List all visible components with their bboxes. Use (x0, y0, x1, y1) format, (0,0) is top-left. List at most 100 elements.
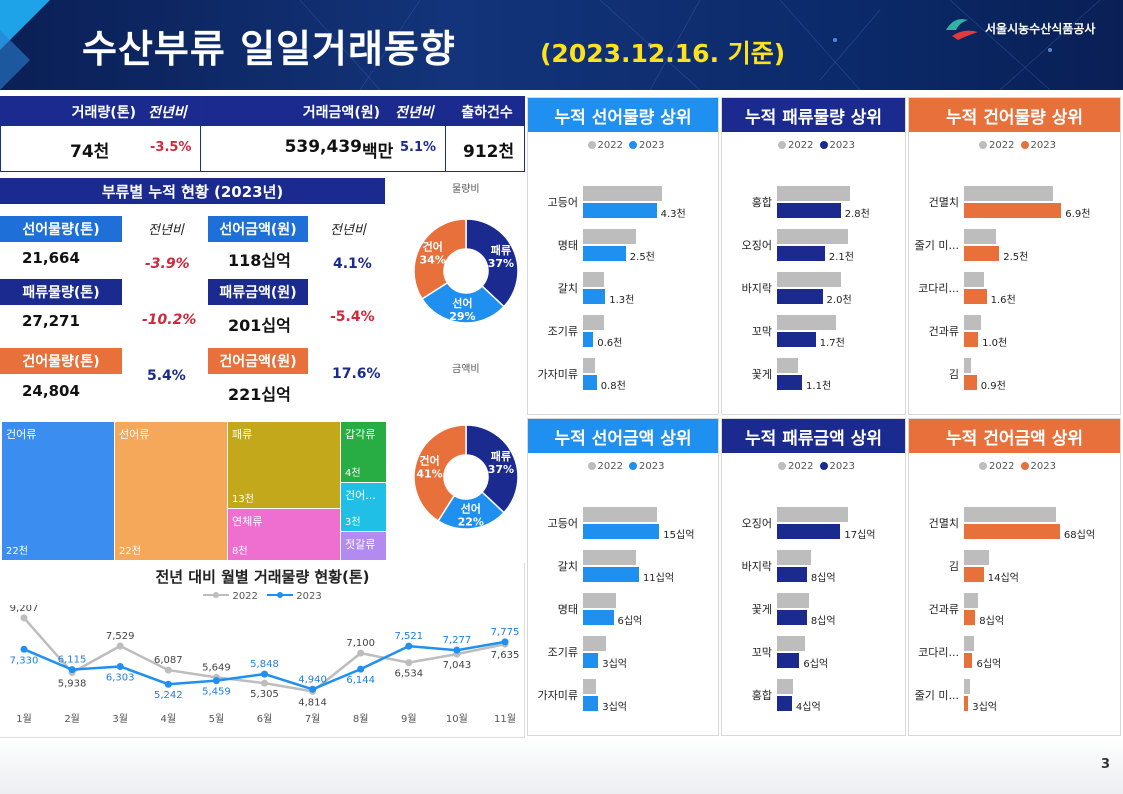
bar-panel-legend: 2022 2023 (909, 140, 1120, 151)
bar-2023 (583, 246, 626, 261)
bar-value-label: 1.1천 (806, 381, 832, 392)
x-tick-label: 7월 (305, 713, 321, 725)
bar-2023 (583, 653, 599, 668)
donut-slice-label: 건어 (423, 240, 443, 254)
data-point (68, 666, 76, 674)
bar-value-label: 1.6천 (990, 295, 1016, 306)
donut-slice (413, 218, 467, 300)
bar-2023 (964, 203, 1062, 218)
bar-2023 (964, 246, 1000, 261)
data-label: 7,775 (491, 627, 520, 638)
kpi-amount-value: 539,439 (284, 137, 362, 157)
data-label: 5,848 (250, 659, 279, 670)
data-label: 6,303 (106, 672, 135, 683)
bar-2023 (964, 375, 977, 390)
bar-2023 (777, 567, 807, 582)
bar-category-label: 코다리... (918, 282, 959, 295)
donut-slice-label: 선어 (461, 502, 481, 516)
data-point (309, 685, 317, 693)
org-name: 서울시농수산식품공사 (985, 22, 1096, 36)
kpi-amount-unit: 백만 (362, 142, 394, 162)
bar-value-label: 2.5천 (1003, 252, 1029, 263)
data-point (20, 645, 28, 653)
bar-2022 (583, 550, 637, 565)
bar-2022 (583, 679, 597, 694)
bar-2023 (964, 289, 987, 304)
data-label: 7,521 (394, 631, 423, 642)
treemap-cell: 연체류 8천 (228, 509, 340, 560)
bar-2022 (777, 636, 805, 651)
fresh-yoy-label: 전년비 (148, 223, 184, 238)
dried-amount-value: 221십억 (228, 385, 291, 404)
data-point (261, 670, 268, 678)
bar-value-label: 6.9천 (1065, 209, 1091, 220)
kpi-amount-yoy-label: 전년비 (395, 105, 434, 121)
donut-slice-label: 건어 (419, 453, 439, 467)
bar-2023 (964, 610, 976, 625)
bar-2023 (583, 696, 599, 711)
bar-2023 (964, 696, 969, 711)
data-label: 7,043 (443, 660, 472, 671)
bar-value-label: 4십억 (795, 702, 821, 713)
kpi-shipments-value: 912천 (463, 142, 515, 162)
donut-slice-pct: 29% (449, 310, 475, 323)
bar-value-label: 8십억 (810, 616, 836, 627)
legend-2023: 2023 (296, 591, 322, 602)
divider (445, 96, 446, 172)
bar-category-label: 가자미류 (537, 368, 578, 381)
bar-2022 (964, 507, 1056, 522)
bar-value-label: 0.8천 (600, 381, 626, 392)
bar-2022 (777, 507, 848, 522)
data-point (357, 649, 365, 657)
bar-2022 (964, 315, 981, 330)
dried-amount-yoy: 17.6% (332, 366, 381, 382)
dried-volume-label: 건어물량(톤) (0, 348, 122, 374)
header-banner: 수산부류 일일거래동향 (2023.12.16. 기준) 서울시농수산식품공사 (0, 0, 1123, 90)
bar-value-label: 0.9천 (980, 381, 1006, 392)
bar-2023 (777, 203, 841, 218)
data-label: 5,459 (202, 687, 231, 698)
bar-category-label: 건과류 (928, 325, 959, 338)
bar-2023 (777, 696, 792, 711)
bar-2022 (964, 636, 974, 651)
bar-category-label: 꽃게 (751, 368, 772, 381)
bar-category-label: 건과류 (928, 603, 959, 616)
data-label: 6,534 (394, 669, 423, 680)
bar-value-label: 0.6천 (597, 338, 623, 349)
corner-accent (0, 0, 50, 90)
treemap-cell: 갑각류 4천 (341, 422, 386, 482)
monthly-volume-chart: 전년 대비 월별 거래물량 현황(톤) 2022 2023 9,207 5,938… (0, 563, 525, 738)
volume-share-title: 물량비 (452, 184, 480, 195)
kpi-volume-value: 74천 (70, 142, 110, 162)
bar-2022 (777, 358, 798, 373)
bar-category-label: 꽃게 (751, 603, 772, 616)
data-point (116, 642, 124, 650)
bar-panel: 누적 건어물량 상위 2022 2023 건멸치 6.9천 줄기 미... 2.5천 코다리.… (908, 97, 1121, 415)
donut-slice-pct: 37% (488, 257, 514, 270)
bar-value-label: 2.0천 (826, 295, 852, 306)
data-point (405, 659, 413, 667)
bar-2023 (583, 375, 597, 390)
bar-2022 (777, 186, 850, 201)
bar-value-label: 17십억 (844, 530, 876, 541)
bar-category-label: 건멸치 (928, 196, 959, 209)
shell-volume-value: 27,271 (22, 312, 80, 330)
bar-value-label: 1.3천 (609, 295, 635, 306)
bar-category-label: 건멸치 (928, 517, 959, 530)
bar-value-label: 1.7천 (819, 338, 845, 349)
bar-2022 (583, 636, 606, 651)
treemap-cell: 건어... 3천 (341, 483, 386, 531)
data-point (405, 642, 413, 650)
x-tick-label: 6월 (257, 713, 273, 725)
bar-panel-legend: 2022 2023 (722, 140, 905, 151)
data-label: 9,207 (10, 605, 39, 614)
bar-panel-title: 누적 선어물량 상위 (528, 98, 718, 132)
data-point (20, 614, 28, 622)
bar-category-label: 가자미류 (537, 689, 578, 702)
bar-panel: 누적 패류금액 상위 2022 2023 오징어 17십억 바지락 8십억 꽃게 8십억 꼬막 6십… (721, 418, 906, 736)
kpi-volume-label: 거래량(톤) (71, 105, 136, 121)
bar-2023 (964, 653, 973, 668)
x-tick-label: 5월 (209, 713, 225, 725)
bar-panel-legend: 2022 2023 (722, 461, 905, 472)
